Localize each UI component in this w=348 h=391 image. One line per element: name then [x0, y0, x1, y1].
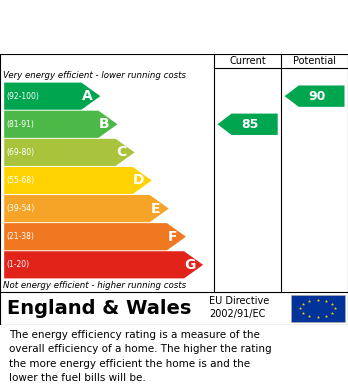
Text: (92-100): (92-100) [6, 91, 39, 100]
Text: 90: 90 [308, 90, 325, 103]
Polygon shape [285, 86, 345, 107]
Polygon shape [4, 223, 186, 250]
Text: (55-68): (55-68) [6, 176, 34, 185]
Polygon shape [4, 139, 135, 166]
Text: D: D [133, 174, 144, 188]
Text: Energy Efficiency Rating: Energy Efficiency Rating [9, 31, 230, 46]
Text: F: F [168, 230, 177, 244]
FancyBboxPatch shape [291, 295, 345, 322]
Polygon shape [4, 167, 152, 194]
Text: EU Directive
2002/91/EC: EU Directive 2002/91/EC [209, 296, 269, 319]
Polygon shape [4, 251, 203, 278]
Text: (39-54): (39-54) [6, 204, 34, 213]
Text: C: C [116, 145, 126, 160]
Text: E: E [151, 202, 160, 215]
Text: (69-80): (69-80) [6, 148, 34, 157]
Text: (81-91): (81-91) [6, 120, 34, 129]
Polygon shape [4, 111, 118, 138]
Text: Potential: Potential [293, 56, 336, 66]
Text: England & Wales: England & Wales [7, 299, 191, 318]
Polygon shape [4, 195, 169, 222]
Text: (21-38): (21-38) [6, 232, 34, 241]
Text: (1-20): (1-20) [6, 260, 29, 269]
Text: Current: Current [229, 56, 266, 66]
Text: G: G [184, 258, 196, 272]
Text: Very energy efficient - lower running costs: Very energy efficient - lower running co… [3, 71, 187, 80]
Text: B: B [99, 117, 110, 131]
Text: 85: 85 [241, 118, 259, 131]
Polygon shape [218, 113, 278, 135]
Text: Not energy efficient - higher running costs: Not energy efficient - higher running co… [3, 282, 187, 291]
Text: A: A [82, 89, 93, 103]
Polygon shape [4, 83, 100, 110]
Text: The energy efficiency rating is a measure of the
overall efficiency of a home. T: The energy efficiency rating is a measur… [9, 330, 271, 383]
